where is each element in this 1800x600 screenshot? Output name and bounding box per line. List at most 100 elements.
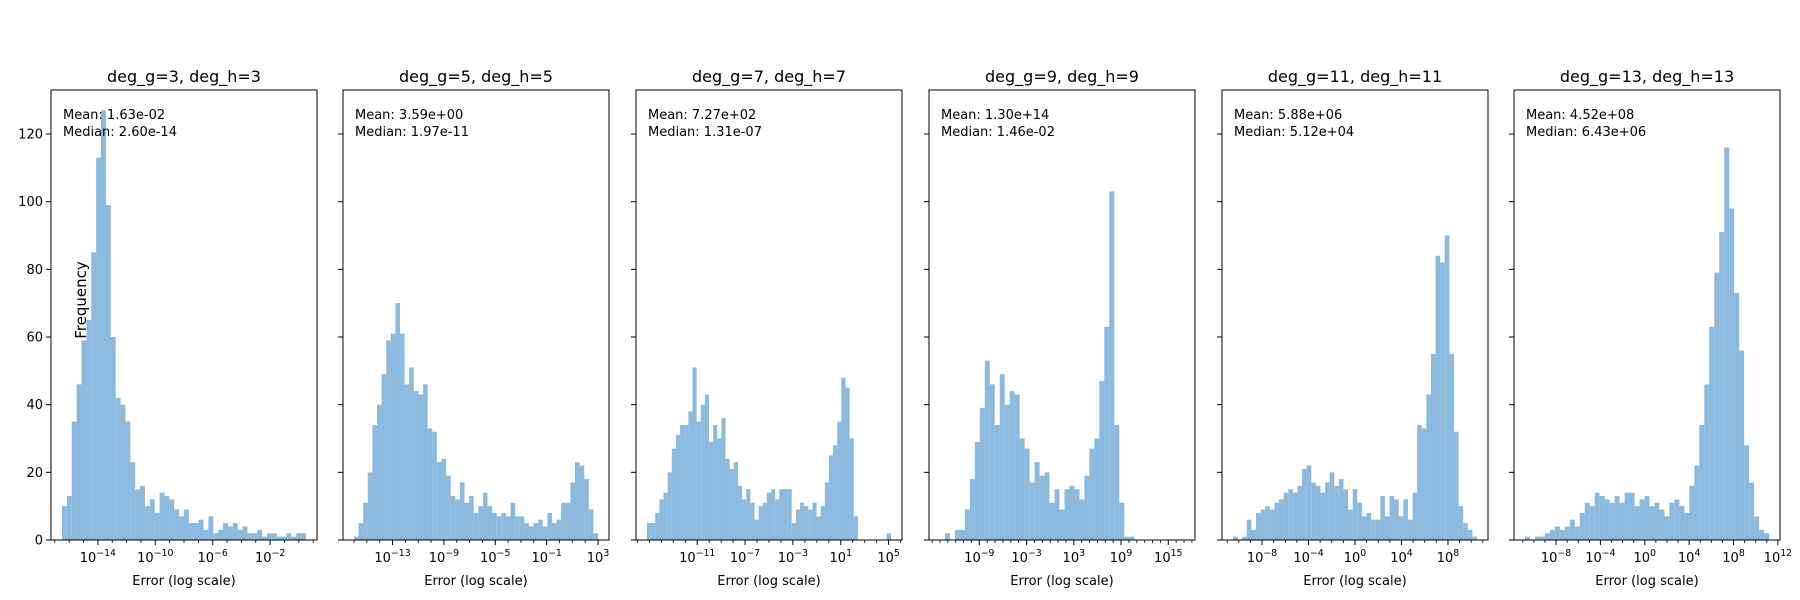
histogram-bar: [1251, 529, 1257, 540]
histogram-bar: [1059, 509, 1065, 540]
histogram-bar: [667, 472, 672, 540]
histogram-bar: [646, 523, 652, 540]
histogram-bar: [1334, 485, 1339, 540]
histogram-bar: [1654, 502, 1660, 540]
y-tick-label: 40: [26, 398, 43, 413]
histogram-bar: [709, 441, 714, 540]
histogram-bar: [1412, 492, 1418, 540]
median-annotation: Median: 2.60e-14: [63, 125, 177, 140]
histogram-bar: [804, 506, 809, 540]
histogram-bar: [1579, 512, 1585, 540]
histogram-bar: [1544, 533, 1550, 540]
x-axis-label: Error (log scale): [132, 574, 235, 589]
histogram-bar: [1242, 536, 1247, 540]
histogram-bar: [473, 512, 479, 540]
histogram-bar: [1099, 380, 1105, 540]
histogram-bar: [1104, 326, 1110, 540]
histogram-bar: [184, 509, 189, 540]
histogram-bar: [833, 445, 838, 540]
histogram-bar: [1624, 492, 1630, 540]
histogram-bar: [999, 374, 1005, 540]
histogram-bar: [149, 499, 155, 540]
histogram-bar: [1004, 404, 1010, 540]
histogram-bar: [824, 482, 829, 540]
subplot-6: deg_g=13, deg_h=13 Mean: 4.52e+08 Median: …: [1509, 67, 1792, 589]
histogram-bars: [61, 110, 307, 541]
subplot-title: deg_g=3, deg_h=3: [107, 67, 261, 87]
subplot-title: deg_g=11, deg_h=11: [1268, 67, 1442, 87]
histogram-bar: [1594, 492, 1600, 540]
histogram-bar: [675, 435, 681, 540]
histogram-bar: [496, 516, 502, 540]
x-tick-label: 10−10: [137, 548, 173, 566]
histogram-bar: [464, 502, 470, 540]
histogram-bar: [125, 421, 131, 540]
histogram-bar: [291, 536, 297, 540]
histogram-bar: [762, 502, 767, 540]
histogram-bar: [469, 496, 474, 540]
histogram-bar: [746, 489, 751, 540]
histogram-bar: [372, 424, 378, 540]
histogram-bar: [974, 441, 980, 540]
histogram-bar: [1274, 502, 1280, 540]
histogram-bar: [1029, 482, 1035, 540]
x-tick-label: 101: [830, 548, 853, 566]
histogram-bar: [1124, 536, 1130, 540]
y-tick-label: 20: [26, 466, 43, 481]
histogram-bar: [1649, 506, 1655, 540]
histogram-bar: [1084, 475, 1090, 540]
histogram-bar: [1394, 499, 1399, 540]
histogram-bar: [1398, 516, 1404, 540]
histogram-bar: [1699, 424, 1705, 540]
histogram-bar: [478, 506, 483, 540]
histogram-bar: [1269, 509, 1275, 540]
median-annotation: Median: 6.43e+06: [1526, 125, 1646, 140]
histogram-bar: [1709, 326, 1715, 540]
histogram-bar: [367, 472, 373, 540]
x-tick-label: 10−8: [1247, 548, 1277, 566]
x-tick-label: 10−4: [1293, 548, 1323, 566]
histogram-bar: [413, 391, 419, 540]
histogram-bar: [115, 397, 121, 540]
histogram-bar: [515, 516, 520, 540]
subplot-title: deg_g=5, deg_h=5: [399, 67, 553, 87]
histogram-bar: [886, 533, 892, 540]
histogram-bar: [1283, 492, 1289, 540]
histogram-bar: [816, 516, 821, 540]
histogram-bar: [556, 519, 562, 540]
histogram-bar: [542, 526, 548, 540]
histogram-bar: [979, 408, 985, 540]
histogram-bar: [482, 492, 488, 540]
subplot-title: deg_g=7, deg_h=7: [692, 67, 846, 87]
histogram-bar: [208, 516, 214, 540]
histogram-bar: [276, 536, 282, 540]
histogram-bar: [188, 523, 194, 540]
histogram-bar: [1311, 482, 1316, 540]
histogram-bar: [1129, 536, 1135, 540]
histogram-bar: [1044, 472, 1050, 540]
x-tick-label: 10−1: [531, 548, 561, 566]
histogram-bar: [247, 533, 253, 540]
histogram-bar: [758, 506, 763, 540]
mean-annotation: Mean: 1.63e-02: [63, 108, 165, 123]
x-axis-label: Error (log scale): [717, 574, 820, 589]
histogram-bar: [944, 533, 950, 540]
histogram-bars: [1524, 147, 1770, 540]
histogram-bar: [1619, 502, 1625, 540]
histogram-bar: [1644, 496, 1650, 540]
subplot-3: deg_g=7, deg_h=7 Mean: 7.27e+02 Median: 1.…: [631, 67, 903, 589]
histogram-bar: [1589, 506, 1595, 540]
histogram-bar: [1719, 232, 1725, 540]
histogram-bar: [1426, 394, 1431, 540]
histogram-bar: [1357, 502, 1362, 540]
histogram-bar: [193, 523, 199, 540]
histogram-bar: [120, 404, 126, 540]
histogram-bar: [692, 367, 697, 540]
x-axis-label: Error (log scale): [1595, 574, 1698, 589]
histogram-bar: [1366, 512, 1372, 540]
histogram-bar: [969, 479, 975, 540]
histogram-bar: [1714, 272, 1720, 540]
histogram-bar: [528, 526, 534, 540]
histogram-bar: [1320, 492, 1326, 540]
